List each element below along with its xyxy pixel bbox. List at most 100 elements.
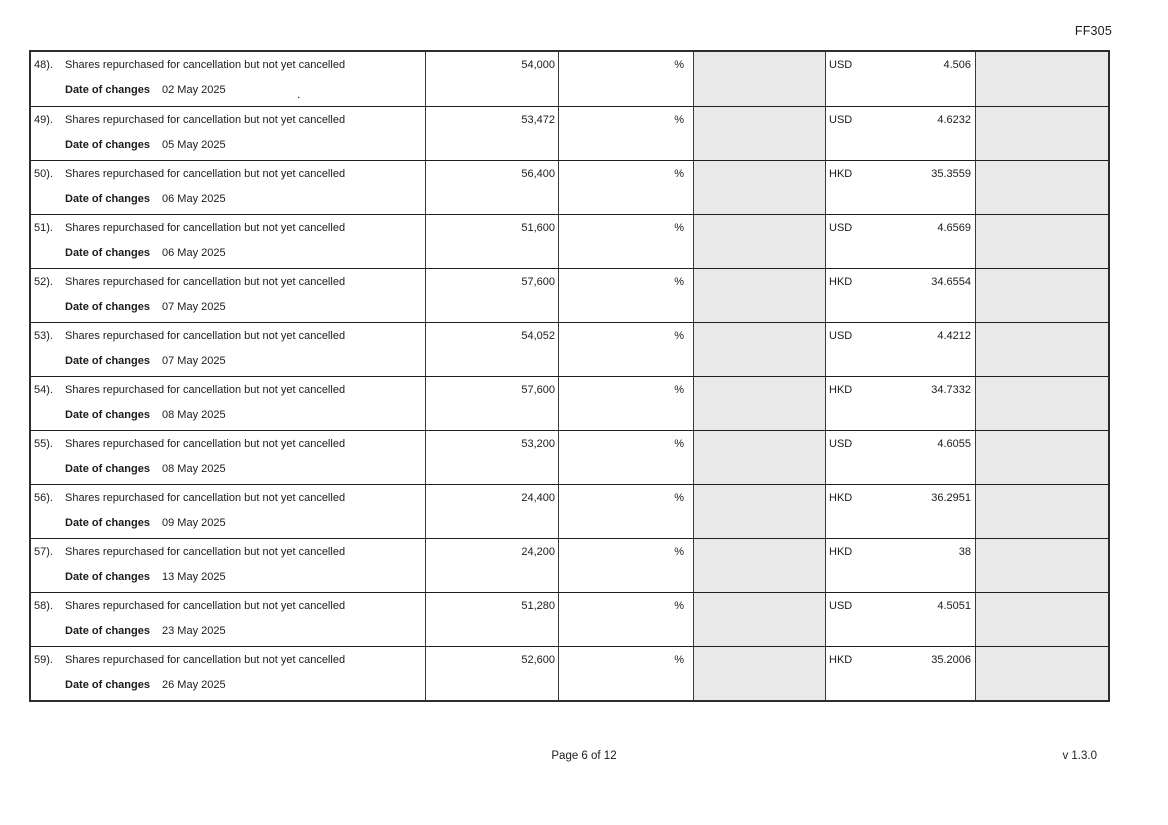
percent-symbol: %	[674, 168, 684, 180]
currency-price-cell: USD 4.5051	[825, 593, 975, 646]
currency-code: USD	[829, 330, 853, 342]
shaded-blank-cell	[693, 161, 825, 214]
description-line: 55). Shares repurchased for cancellation…	[34, 438, 425, 450]
description-cell: 53). Shares repurchased for cancellation…	[31, 323, 425, 376]
shaded-blank-cell	[693, 593, 825, 646]
table-row: 55). Shares repurchased for cancellation…	[31, 430, 1108, 484]
date-of-changes-label: Date of changes	[65, 355, 150, 367]
row-number: 55).	[34, 438, 53, 450]
price-value: 4.6232	[937, 114, 971, 126]
shaded-blank-cell	[975, 323, 1108, 376]
description-line: 50). Shares repurchased for cancellation…	[34, 168, 425, 180]
description-line: 57). Shares repurchased for cancellation…	[34, 546, 425, 558]
row-number: 50).	[34, 168, 53, 180]
shares-quantity-cell: 57,600	[425, 377, 558, 430]
date-of-changes-value: 23 May 2025	[162, 625, 226, 637]
row-number: 57).	[34, 546, 53, 558]
currency-price-cell: HKD 35.3559	[825, 161, 975, 214]
currency-price-cell: USD 4.6055	[825, 431, 975, 484]
shaded-blank-cell	[975, 647, 1108, 700]
percentage-cell: %	[558, 323, 693, 376]
currency-code: HKD	[829, 168, 853, 180]
currency-code: USD	[829, 222, 853, 234]
percent-symbol: %	[674, 330, 684, 342]
description-line: 58). Shares repurchased for cancellation…	[34, 600, 425, 612]
percentage-cell: %	[558, 431, 693, 484]
row-description: Shares repurchased for cancellation but …	[65, 276, 346, 288]
date-of-changes-label: Date of changes	[65, 409, 150, 421]
currency-code: HKD	[829, 546, 853, 558]
shaded-blank-cell	[693, 269, 825, 322]
shares-quantity-value: 53,200	[521, 438, 555, 450]
date-of-changes-line: Date of changes 06 May 2025	[34, 193, 425, 205]
percent-symbol: %	[674, 492, 684, 504]
price-value: 35.2006	[931, 654, 971, 666]
percentage-cell: %	[558, 593, 693, 646]
date-of-changes-value: 08 May 2025	[162, 463, 226, 475]
percentage-cell: %	[558, 52, 693, 106]
date-of-changes-line: Date of changes 09 May 2025	[34, 517, 425, 529]
price-value: 35.3559	[931, 168, 971, 180]
table-row: 52). Shares repurchased for cancellation…	[31, 268, 1108, 322]
row-description: Shares repurchased for cancellation but …	[65, 492, 346, 504]
row-description: Shares repurchased for cancellation but …	[65, 654, 346, 666]
shaded-blank-cell	[693, 431, 825, 484]
currency-price-cell: USD 4.4212	[825, 323, 975, 376]
date-of-changes-value: 02 May 2025	[162, 84, 226, 96]
row-number: 58).	[34, 600, 53, 612]
shaded-blank-cell	[693, 52, 825, 106]
percentage-cell: %	[558, 647, 693, 700]
currency-code: USD	[829, 438, 853, 450]
percentage-cell: %	[558, 269, 693, 322]
description-cell: 49). Shares repurchased for cancellation…	[31, 107, 425, 160]
date-of-changes-value: 07 May 2025	[162, 301, 226, 313]
shaded-blank-cell	[693, 647, 825, 700]
price-value: 4.506	[943, 59, 971, 71]
percent-symbol: %	[674, 438, 684, 450]
shaded-blank-cell	[975, 52, 1108, 106]
date-of-changes-label: Date of changes	[65, 679, 150, 691]
shares-quantity-cell: 54,052	[425, 323, 558, 376]
currency-code: HKD	[829, 384, 853, 396]
currency-price-cell: USD 4.6232	[825, 107, 975, 160]
currency-code: HKD	[829, 276, 853, 288]
currency-code: USD	[829, 114, 853, 126]
version-label: v 1.3.0	[1062, 750, 1097, 762]
date-of-changes-label: Date of changes	[65, 517, 150, 529]
date-of-changes-label: Date of changes	[65, 625, 150, 637]
currency-code: USD	[829, 600, 853, 612]
date-of-changes-line: Date of changes 07 May 2025	[34, 301, 425, 313]
description-cell: 57). Shares repurchased for cancellation…	[31, 539, 425, 592]
percentage-cell: %	[558, 215, 693, 268]
description-cell: 58). Shares repurchased for cancellation…	[31, 593, 425, 646]
price-value: 34.7332	[931, 384, 971, 396]
row-number: 54).	[34, 384, 53, 396]
row-number: 52).	[34, 276, 53, 288]
date-of-changes-line: Date of changes 08 May 2025	[34, 409, 425, 421]
shares-quantity-value: 52,600	[521, 654, 555, 666]
shares-quantity-cell: 53,200	[425, 431, 558, 484]
date-of-changes-value: 09 May 2025	[162, 517, 226, 529]
percent-symbol: %	[674, 59, 684, 71]
price-value: 4.5051	[937, 600, 971, 612]
table-row: 50). Shares repurchased for cancellation…	[31, 160, 1108, 214]
date-of-changes-line: Date of changes 07 May 2025	[34, 355, 425, 367]
shaded-blank-cell	[975, 215, 1108, 268]
row-description: Shares repurchased for cancellation but …	[65, 600, 346, 612]
row-description: Shares repurchased for cancellation but …	[65, 114, 346, 126]
table-row: 53). Shares repurchased for cancellation…	[31, 322, 1108, 376]
currency-price-cell: USD 4.6569	[825, 215, 975, 268]
date-of-changes-line: Date of changes 13 May 2025	[34, 571, 425, 583]
currency-price-cell: HKD 35.2006	[825, 647, 975, 700]
date-of-changes-value: 06 May 2025	[162, 247, 226, 259]
currency-code: HKD	[829, 492, 853, 504]
description-cell: 52). Shares repurchased for cancellation…	[31, 269, 425, 322]
row-description: Shares repurchased for cancellation but …	[65, 384, 346, 396]
row-description: Shares repurchased for cancellation but …	[65, 330, 346, 342]
shaded-blank-cell	[975, 161, 1108, 214]
row-number: 56).	[34, 492, 53, 504]
currency-price-cell: HKD 34.6554	[825, 269, 975, 322]
currency-price-cell: HKD 36.2951	[825, 485, 975, 538]
date-of-changes-label: Date of changes	[65, 193, 150, 205]
shares-quantity-value: 54,000	[521, 59, 555, 71]
